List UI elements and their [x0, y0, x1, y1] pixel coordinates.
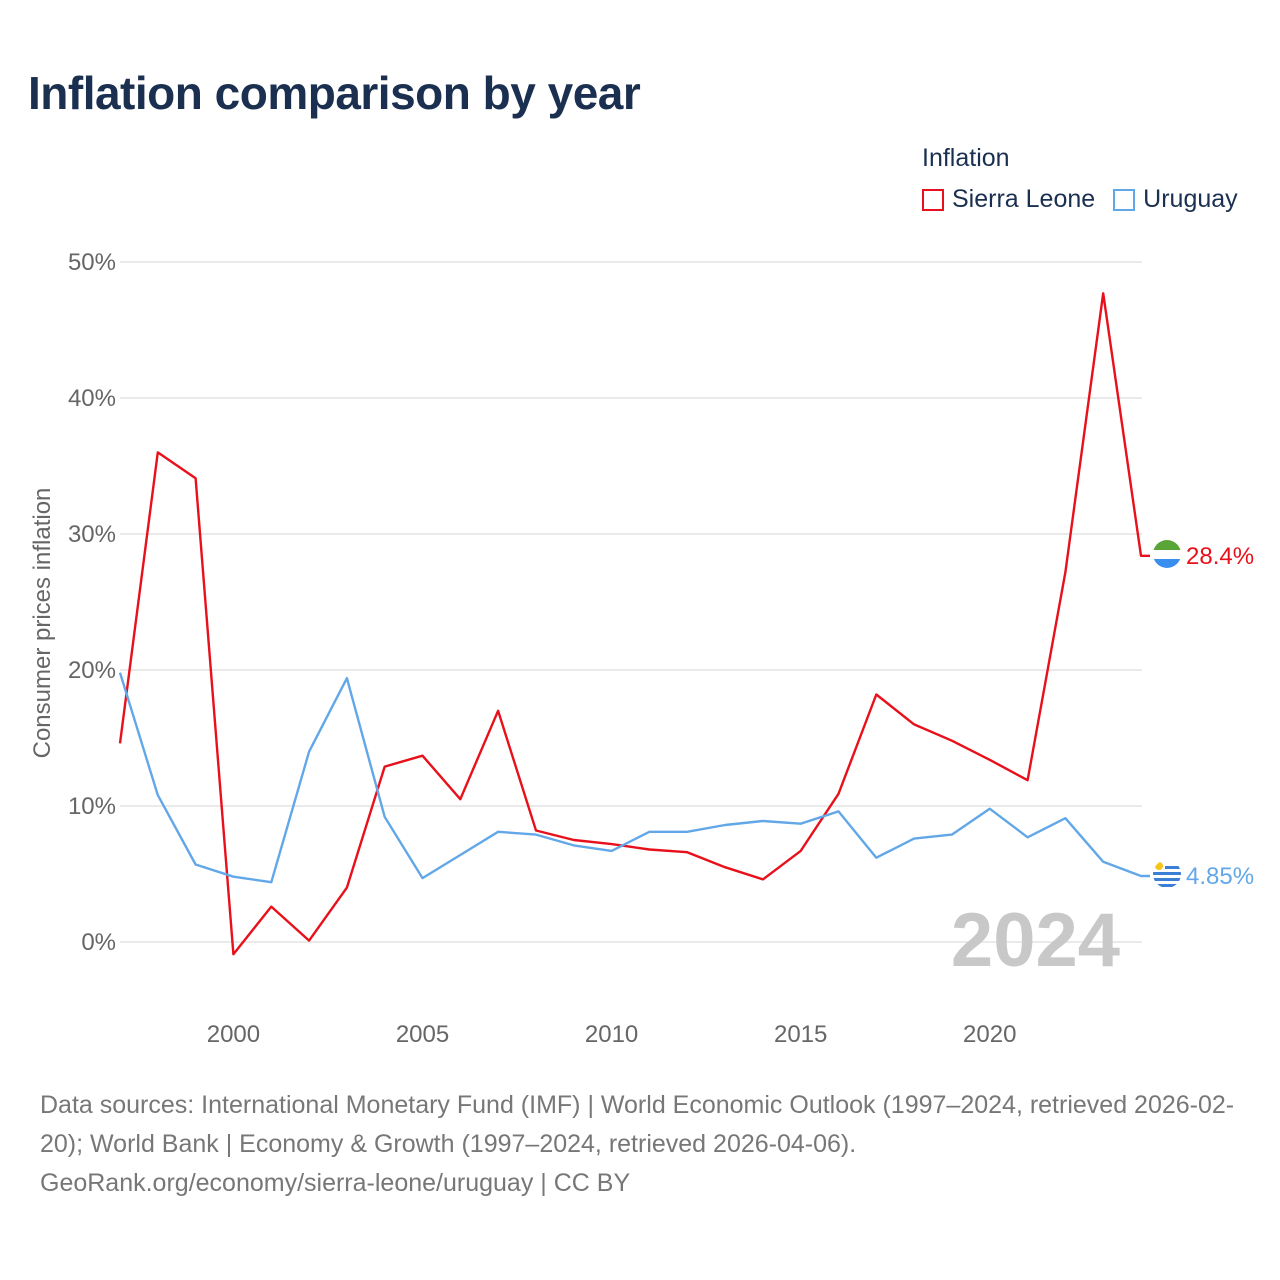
legend: Inflation Sierra Leone Uruguay: [922, 144, 1238, 214]
x-tick-label: 2015: [774, 1021, 827, 1048]
series-line-sierra-leone[interactable]: [118, 292, 1150, 956]
y-tick-label: 10%: [68, 793, 116, 820]
y-axis-ticks: 0% 10% 20% 30% 40% 50%: [68, 249, 116, 956]
legend-item-uruguay[interactable]: Uruguay: [1113, 185, 1238, 214]
y-tick-label: 50%: [68, 249, 116, 276]
end-value-label-uruguay: 4.85%: [1186, 863, 1254, 890]
uruguay-flag-icon: [1153, 860, 1181, 888]
legend-swatch-sierra-leone: [922, 188, 944, 211]
y-tick-label: 30%: [68, 521, 116, 548]
y-tick-label: 0%: [81, 929, 116, 956]
x-tick-label: 2020: [963, 1021, 1016, 1048]
year-watermark: 2024: [951, 898, 1120, 983]
x-tick-label: 2000: [207, 1021, 260, 1048]
y-tick-label: 20%: [68, 657, 116, 684]
credit-link[interactable]: GeoRank.org/economy/sierra-leone/uruguay…: [40, 1169, 631, 1197]
legend-label-sierra-leone: Sierra Leone: [952, 185, 1096, 213]
legend-swatch-uruguay: [1113, 188, 1136, 211]
end-markers: [1153, 540, 1181, 888]
data-sources: Data sources: International Monetary Fun…: [40, 1091, 1235, 1158]
legend-item-sierra-leone[interactable]: Sierra Leone: [922, 185, 1095, 214]
sierra-leone-flag-icon: [1153, 540, 1181, 568]
footer: Data sources: International Monetary Fun…: [40, 1086, 1250, 1203]
x-axis-ticks: 2000 2005 2010 2015 2020: [207, 1021, 1017, 1048]
series-group: [118, 292, 1150, 956]
end-labels: 28.4% 4.85%: [1186, 543, 1254, 890]
line-chart: 0% 10% 20% 30% 40% 50% 2000 2005 2010 2015 2020 2…: [29, 249, 1254, 1048]
x-tick-label: 2010: [585, 1021, 638, 1048]
series-line-uruguay[interactable]: [118, 672, 1150, 884]
gridlines: [120, 261, 1142, 943]
chart-title: Inflation comparison by year: [28, 67, 641, 119]
legend-title: Inflation: [922, 144, 1010, 172]
x-tick-label: 2005: [396, 1021, 449, 1048]
legend-label-uruguay: Uruguay: [1143, 185, 1238, 213]
y-tick-label: 40%: [68, 385, 116, 412]
y-axis-label: Consumer prices inflation: [29, 488, 56, 759]
end-value-label-sierra-leone: 28.4%: [1186, 543, 1254, 570]
